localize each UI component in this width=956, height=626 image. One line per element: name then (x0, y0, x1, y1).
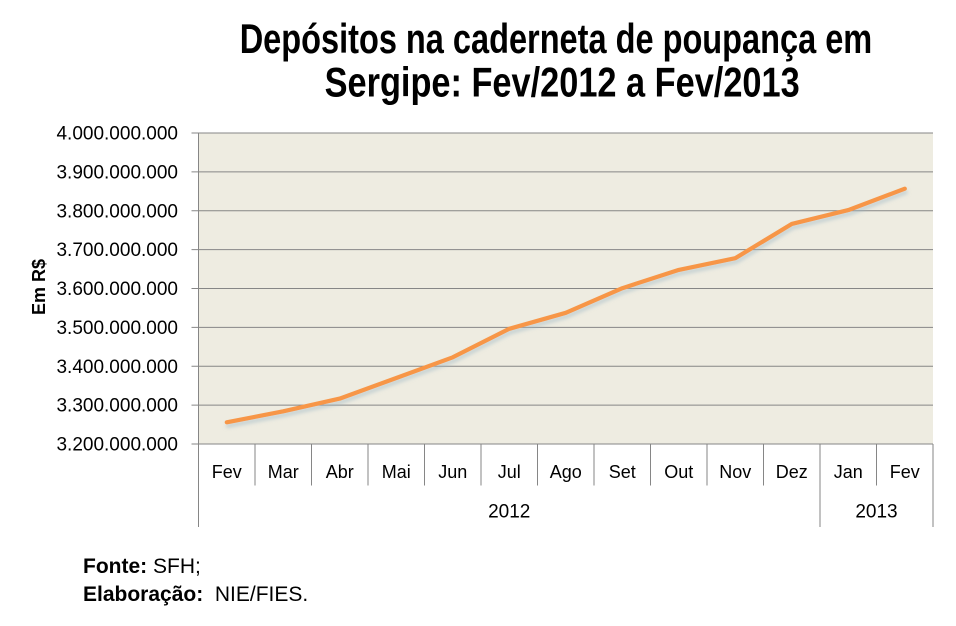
svg-text:Set: Set (609, 462, 636, 482)
svg-text:Mai: Mai (382, 462, 411, 482)
svg-text:Elaboração: NIE/FIES.: Elaboração: NIE/FIES. (83, 583, 308, 606)
svg-text:Jun: Jun (438, 462, 467, 482)
svg-text:3.800.000.000: 3.800.000.000 (56, 201, 178, 222)
svg-text:2012: 2012 (488, 502, 530, 523)
svg-text:3.300.000.000: 3.300.000.000 (56, 396, 178, 417)
svg-text:3.500.000.000: 3.500.000.000 (56, 318, 178, 339)
svg-text:3.200.000.000: 3.200.000.000 (56, 435, 178, 456)
svg-text:2013: 2013 (855, 502, 897, 523)
svg-text:Em R$: Em R$ (29, 259, 49, 315)
svg-text:3.900.000.000: 3.900.000.000 (56, 162, 178, 183)
svg-text:Dez: Dez (776, 462, 808, 482)
svg-text:3.400.000.000: 3.400.000.000 (56, 357, 178, 378)
svg-text:Nov: Nov (719, 462, 751, 482)
svg-text:Abr: Abr (326, 462, 354, 482)
svg-text:Out: Out (664, 462, 693, 482)
svg-text:Fonte: SFH;: Fonte: SFH; (83, 555, 201, 578)
svg-text:3.700.000.000: 3.700.000.000 (56, 240, 178, 261)
svg-text:Depósitos na caderneta de poup: Depósitos na caderneta de poupança em (240, 16, 873, 62)
svg-text:Mar: Mar (268, 462, 299, 482)
svg-text:Fev: Fev (212, 462, 242, 482)
svg-text:4.000.000.000: 4.000.000.000 (56, 124, 178, 145)
svg-text:3.600.000.000: 3.600.000.000 (56, 279, 178, 300)
svg-text:Jan: Jan (834, 462, 863, 482)
svg-text:Sergipe: Fev/2012 a Fev/2013: Sergipe: Fev/2012 a Fev/2013 (325, 60, 800, 106)
svg-text:Jul: Jul (498, 462, 521, 482)
svg-text:Fev: Fev (890, 462, 920, 482)
svg-text:Ago: Ago (550, 462, 582, 482)
